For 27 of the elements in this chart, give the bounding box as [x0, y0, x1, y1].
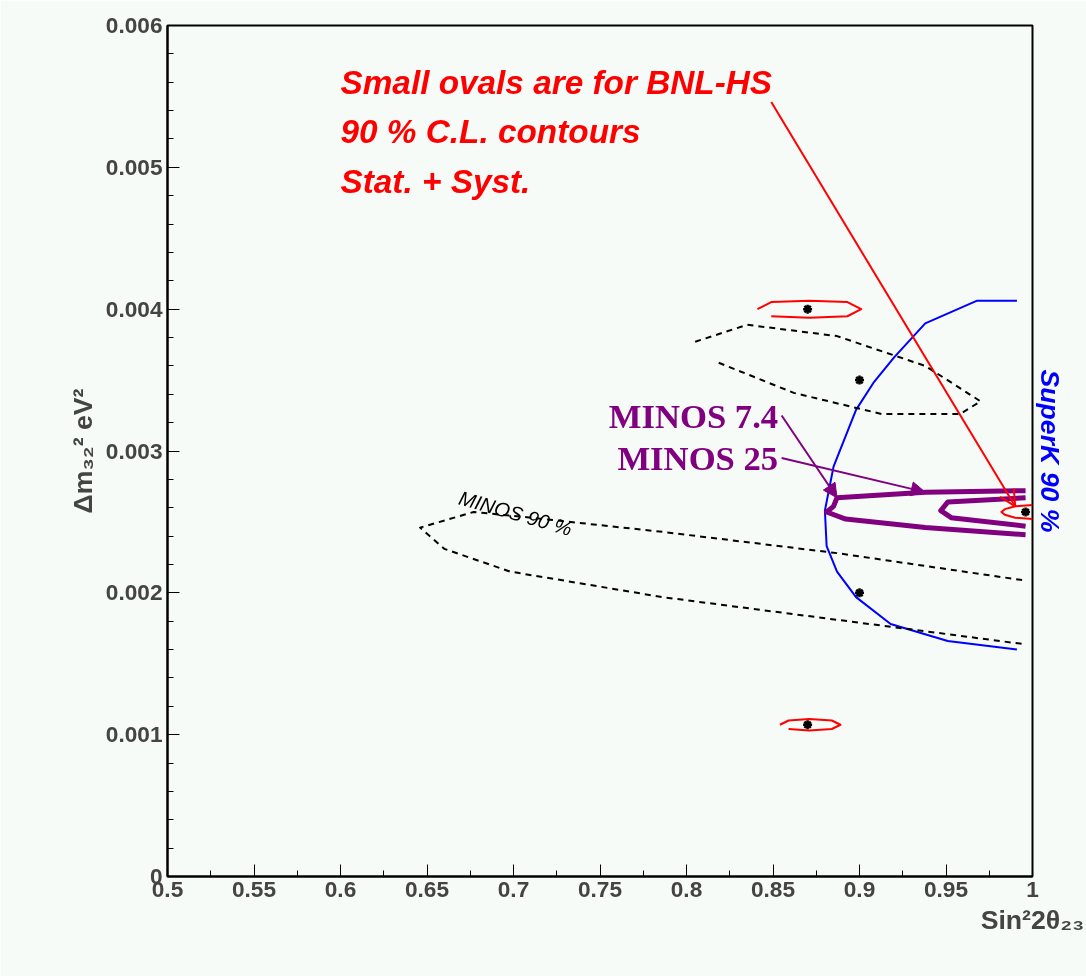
x-tick-label: 0.6	[324, 875, 357, 902]
y-tick-label: 0.003	[105, 437, 163, 464]
y-tick-label: 0.005	[105, 153, 163, 180]
y-tick-label: 0.004	[105, 295, 163, 322]
x-tick-label: 0.65	[404, 875, 450, 902]
y-tick-label: 0.006	[105, 12, 163, 38]
annotation: MINOS 25	[617, 439, 779, 478]
line-series	[823, 299, 1018, 651]
y-axis-title: Δm₃₂² eV²	[67, 388, 98, 514]
y-tick-label: 0.002	[105, 579, 163, 606]
text: SuperK 90 %	[1034, 369, 1065, 533]
annotation: Stat. + Syst.	[340, 163, 531, 201]
x-axis-title: Sin²2θ₂₃	[980, 904, 1085, 935]
x-tick-label: 0.8	[670, 875, 703, 902]
annotation: Small ovals are for BNL-HS	[340, 63, 773, 101]
x-tick-label: 0.55	[231, 875, 277, 902]
annotation: MINOS 7.4	[608, 396, 779, 435]
line-series	[756, 299, 863, 319]
x-tick-label: 0.95	[923, 875, 969, 902]
x-tick-label: 0.75	[577, 875, 623, 902]
x-tick-label: 1	[1026, 875, 1039, 902]
x-tick-label: 0.9	[843, 875, 876, 902]
x-tick-label: 0.7	[497, 875, 530, 902]
line-series	[778, 718, 842, 732]
x-tick-label: 0.85	[750, 875, 796, 902]
annotation: 90 % C.L. contours	[340, 113, 641, 151]
y-tick-label: 0.001	[105, 721, 163, 748]
